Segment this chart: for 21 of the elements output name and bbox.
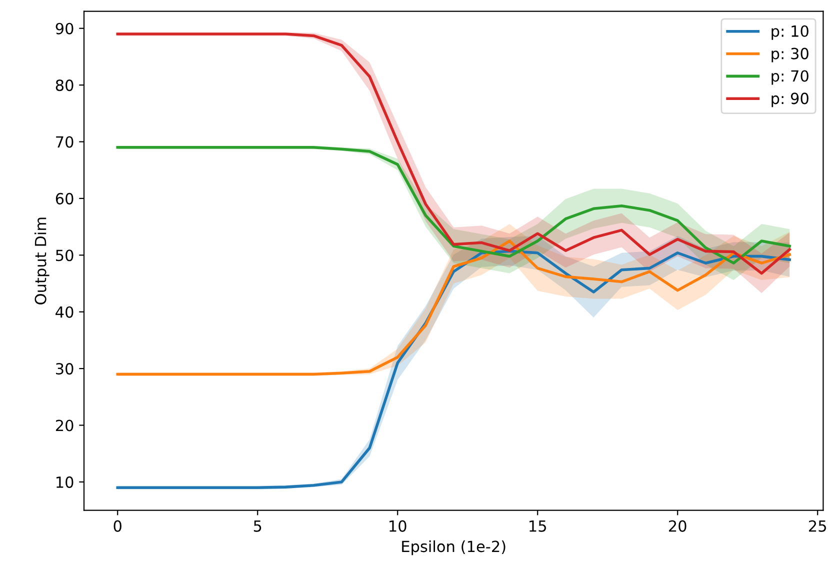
y-tick-label: 50: [56, 250, 74, 262]
y-tick-label: 40: [56, 306, 74, 318]
x-tick-label: 0: [114, 520, 122, 532]
x-tick-label: 25: [809, 520, 826, 532]
legend-label: p: 10: [772, 25, 808, 40]
x-axis-title: Epsilon (1e-2): [402, 540, 506, 556]
legend-label: p: 70: [772, 70, 808, 85]
legend-label: p: 30: [772, 48, 808, 62]
y-tick-label: 60: [56, 192, 74, 204]
y-tick-label: 30: [56, 363, 74, 375]
y-tick-label: 10: [56, 476, 74, 488]
x-tick-label: 20: [669, 520, 686, 532]
y-tick-label: 90: [56, 22, 74, 34]
x-tick-label: 5: [254, 520, 262, 532]
y-tick-label: 70: [56, 136, 74, 148]
legend-label: p: 90: [772, 92, 808, 108]
y-axis-title: Output Dim: [34, 218, 50, 304]
x-tick-label: 15: [530, 520, 546, 532]
y-tick-label: 80: [56, 80, 74, 92]
y-tick-label: 20: [56, 420, 74, 432]
x-tick-label: 10: [390, 520, 406, 532]
